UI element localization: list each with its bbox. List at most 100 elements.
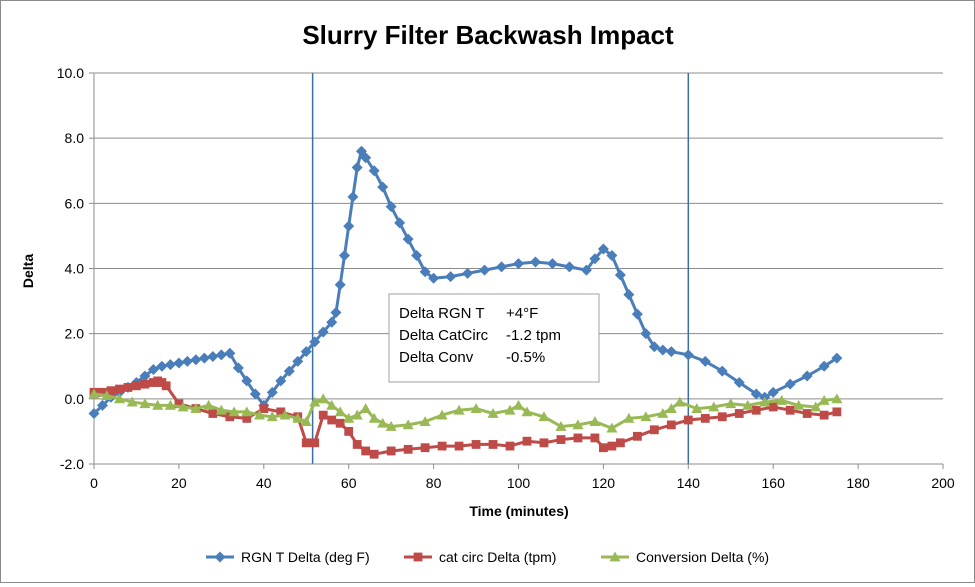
data-point — [139, 398, 151, 409]
legend: RGN T Delta (deg F) cat circ Delta (tpm) C… — [206, 549, 769, 565]
data-point — [640, 328, 652, 340]
data-point — [241, 375, 253, 387]
data-point — [699, 355, 711, 367]
data-point — [254, 409, 266, 420]
data-point — [496, 261, 508, 273]
legend-label: cat circ Delta (tpm) — [439, 549, 556, 565]
data-point — [831, 352, 843, 364]
data-point — [317, 393, 329, 404]
data-point — [665, 403, 677, 414]
data-point — [225, 412, 235, 422]
data-point — [767, 386, 779, 398]
data-point — [326, 316, 338, 328]
data-point — [606, 422, 618, 433]
annotation-value-conv: -0.5% — [506, 349, 545, 366]
legend-label: RGN T Delta (deg F) — [241, 549, 370, 565]
x-tick-label: 140 — [677, 475, 701, 491]
data-point — [360, 403, 372, 414]
data-point — [436, 409, 448, 420]
data-point — [801, 370, 813, 382]
data-point — [385, 421, 397, 431]
data-point — [555, 421, 567, 431]
data-point — [614, 269, 626, 281]
data-point — [479, 264, 491, 276]
data-point — [369, 449, 379, 459]
data-point — [819, 410, 829, 420]
data-point — [445, 271, 457, 283]
data-point — [301, 438, 311, 448]
data-point — [190, 354, 202, 366]
data-point — [759, 396, 771, 407]
y-tick-label: 6.0 — [65, 195, 85, 211]
data-point — [683, 415, 693, 425]
data-point — [403, 444, 413, 454]
data-point — [368, 412, 380, 423]
data-point — [470, 403, 482, 414]
data-point — [665, 346, 677, 358]
legend-swatch-marker — [413, 552, 423, 562]
annotation-label-catcirc: Delta CatCirc — [399, 327, 489, 344]
data-point — [657, 407, 669, 418]
data-point — [802, 409, 812, 418]
data-point — [228, 406, 240, 417]
data-point — [300, 416, 312, 427]
data-point — [556, 435, 566, 444]
data-point — [361, 446, 371, 456]
data-point — [115, 384, 124, 394]
data-point — [454, 441, 464, 451]
data-point — [318, 410, 328, 420]
x-tick-label: 180 — [846, 475, 870, 491]
data-point — [126, 396, 138, 407]
data-point — [344, 427, 354, 436]
data-point — [832, 407, 842, 417]
data-point — [259, 404, 269, 414]
data-point — [351, 161, 363, 173]
data-point — [538, 411, 550, 422]
data-point — [123, 383, 133, 392]
data-point — [232, 362, 244, 374]
x-tick-label: 120 — [592, 475, 616, 491]
data-point — [666, 420, 676, 430]
data-point — [330, 306, 342, 318]
data-point — [411, 249, 423, 261]
data-point — [174, 399, 184, 409]
data-point — [351, 409, 363, 420]
data-point — [589, 253, 601, 265]
data-point — [437, 441, 447, 451]
data-point — [640, 411, 652, 422]
data-point — [173, 357, 185, 369]
data-point — [276, 407, 286, 417]
data-point — [648, 341, 660, 353]
data-point — [292, 355, 304, 367]
data-point — [733, 377, 745, 389]
data-point — [208, 409, 218, 418]
series-3 — [88, 388, 843, 433]
data-point — [631, 308, 643, 320]
data-point — [573, 433, 583, 443]
data-point — [831, 393, 843, 404]
annotation-value-catcirc: -1.2 tpm — [506, 327, 561, 344]
data-point — [140, 379, 150, 389]
data-point — [504, 404, 516, 415]
data-point — [420, 443, 430, 453]
data-point — [198, 352, 210, 364]
data-point — [606, 249, 618, 261]
data-point — [784, 378, 796, 390]
y-tick-label: -2.0 — [60, 456, 84, 472]
data-point — [309, 336, 321, 348]
data-point — [563, 261, 575, 273]
data-point — [539, 438, 549, 448]
data-point — [657, 344, 669, 356]
data-point — [292, 412, 304, 423]
y-tick-label: 0.0 — [65, 391, 85, 407]
data-point — [152, 399, 164, 410]
y-tick-label: 8.0 — [65, 130, 85, 146]
axes: -2.0 0.0 2.0 4.0 6.0 8.0 10.0 0 20 40 60 80 100 120 14… — [57, 65, 955, 491]
data-point — [462, 267, 474, 279]
data-point — [818, 360, 830, 372]
data-point — [599, 443, 608, 453]
chart-title: Slurry Filter Backwash Impact — [302, 20, 674, 50]
legend-item-1: RGN T Delta (deg F) — [206, 549, 370, 565]
